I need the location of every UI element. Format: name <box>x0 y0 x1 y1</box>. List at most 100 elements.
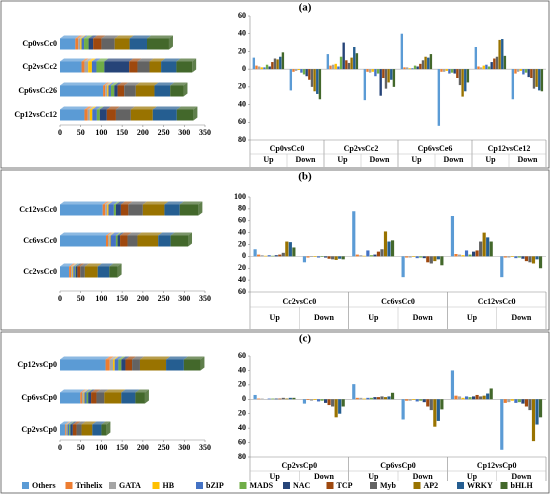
bar <box>528 256 532 263</box>
bar <box>366 397 370 400</box>
bar <box>292 69 295 72</box>
bar-end <box>192 58 197 73</box>
bar-end <box>198 201 203 216</box>
bar <box>474 47 478 70</box>
group-label: Up <box>467 472 478 481</box>
bar <box>498 39 501 70</box>
bar <box>482 232 486 257</box>
bar <box>352 211 356 257</box>
bar-segment-top <box>114 82 122 86</box>
bar-segment <box>135 85 155 97</box>
legend-label: TCP <box>337 481 353 490</box>
bar-segment-top <box>80 263 89 267</box>
bar <box>457 396 462 400</box>
bar <box>464 250 469 257</box>
x-tick-label: 250 <box>158 294 170 303</box>
bar <box>292 397 296 400</box>
bar <box>507 399 511 403</box>
legend-swatch <box>413 482 421 489</box>
bar <box>472 396 476 400</box>
bar <box>487 66 491 70</box>
legend-swatch <box>22 482 29 489</box>
bar <box>490 62 493 70</box>
legend-label: NAC <box>293 481 311 490</box>
bar <box>383 231 388 257</box>
bar <box>339 56 343 70</box>
bar-segment <box>93 38 102 50</box>
group-label: Up <box>368 313 379 322</box>
panel-frame <box>0 331 550 494</box>
bar-segment-top <box>87 106 94 110</box>
group-label: Down <box>295 155 316 164</box>
group-label: Down <box>314 313 335 322</box>
legend-swatch <box>65 482 73 489</box>
bar-segment-top <box>97 263 114 267</box>
bar <box>521 256 525 259</box>
bar <box>278 398 282 400</box>
bar <box>373 254 377 257</box>
bar-segment-top <box>81 58 89 62</box>
bar <box>422 399 426 403</box>
bar <box>401 399 405 420</box>
bar-segment <box>107 204 109 216</box>
x-tick-label: 250 <box>158 128 170 137</box>
bar-segment-top <box>101 35 119 39</box>
bar <box>316 399 321 402</box>
bar-segment <box>64 424 66 436</box>
bar-segment-top <box>60 82 108 86</box>
bar <box>411 68 414 70</box>
bar-segment <box>101 38 115 50</box>
bar <box>255 65 258 70</box>
bar <box>324 256 328 258</box>
bar-segment-top <box>105 201 112 205</box>
bar-segment <box>75 266 78 278</box>
bar-segment <box>108 204 114 216</box>
bar <box>327 399 331 406</box>
bar <box>500 399 504 450</box>
bar <box>274 398 278 400</box>
bar-segment-top <box>115 232 122 236</box>
bar-segment-top <box>130 106 157 110</box>
legend-label: GATA <box>119 481 141 490</box>
bar <box>415 399 419 402</box>
x-tick-label: 350 <box>199 128 211 137</box>
bar-end <box>144 389 149 404</box>
y-tick-label: 40 <box>238 423 246 432</box>
bar <box>338 399 342 414</box>
bar-segment <box>72 424 77 436</box>
legend-swatch <box>500 482 508 489</box>
bar <box>433 256 437 262</box>
bar <box>503 256 507 258</box>
bar <box>310 69 314 87</box>
x-tick-label: 50 <box>77 443 85 452</box>
bar <box>419 256 423 258</box>
x-tick-label: 50 <box>77 128 85 137</box>
legend-label: Trihelix <box>76 481 103 490</box>
bar <box>535 256 539 260</box>
bar <box>421 60 425 70</box>
bar-segment-top <box>108 232 114 236</box>
bar <box>475 394 479 400</box>
bar <box>440 69 443 72</box>
x-tick-label: 350 <box>199 294 211 303</box>
bar-segment <box>120 204 129 216</box>
bar <box>347 62 351 70</box>
bar-end <box>117 263 122 278</box>
bar-segment <box>137 61 150 73</box>
bar-segment <box>60 61 82 73</box>
bar <box>510 399 514 401</box>
bar-segment-top <box>75 35 83 39</box>
bar <box>337 66 340 70</box>
bar-segment-top <box>170 232 193 236</box>
bar <box>440 256 444 266</box>
bar <box>514 399 518 403</box>
bar-segment <box>176 61 193 73</box>
bar-segment-top <box>108 201 118 205</box>
bar <box>456 69 459 78</box>
bar-segment <box>117 85 125 97</box>
y-tick-label: 20 <box>238 82 246 91</box>
bar-segment <box>81 392 84 404</box>
group-label: Up <box>368 472 379 481</box>
category-label: Cp6vsCc26 <box>18 86 57 95</box>
bar-segment-top <box>75 263 82 267</box>
